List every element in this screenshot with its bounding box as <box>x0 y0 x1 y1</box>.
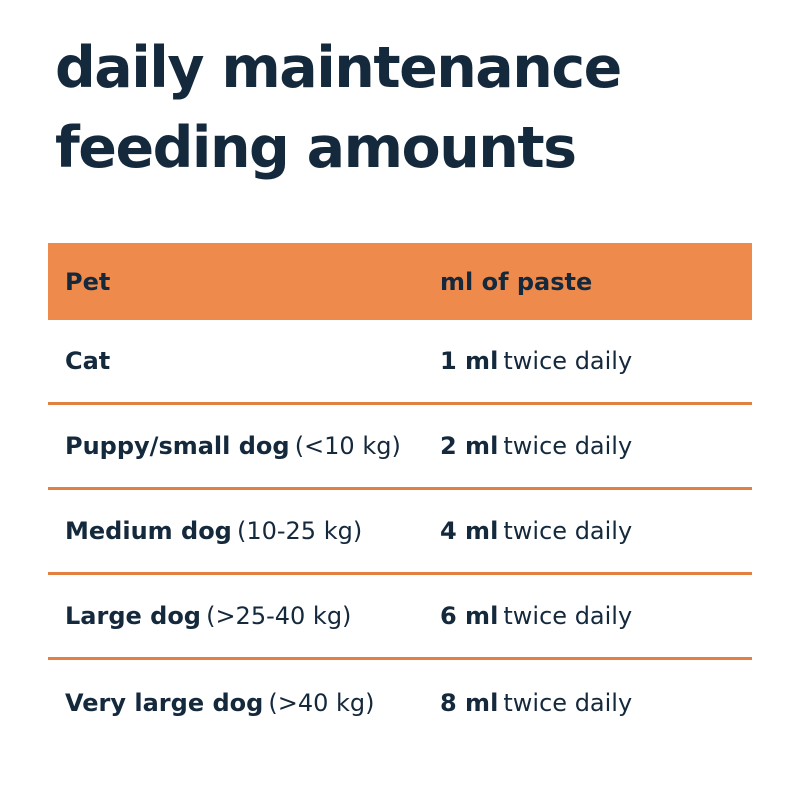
dose-amount: 4 ml <box>440 517 499 545</box>
dose-amount: 8 ml <box>440 688 499 717</box>
column-header-amount: ml of paste <box>440 267 593 296</box>
dose-frequency: twice daily <box>503 432 633 460</box>
title-line-1: daily maintenance <box>55 35 622 101</box>
table-row-very-large-dog: Very large dog (>40 kg) 8 ml twice daily <box>48 660 752 745</box>
pet-weight-range: (>25-40 kg) <box>206 602 352 630</box>
table-row-puppy-small-dog: Puppy/small dog (<10 kg) 2 ml twice dail… <box>48 405 752 490</box>
pet-weight-range: (>40 kg) <box>268 688 375 717</box>
dose-amount: 6 ml <box>440 602 499 630</box>
pet-weight-range: (<10 kg) <box>294 432 401 460</box>
pet-name: Very large dog <box>65 688 264 717</box>
amount-cell: 6 ml twice daily <box>440 602 752 630</box>
pet-weight-range: (10-25 kg) <box>236 517 363 545</box>
dose-frequency: twice daily <box>503 602 633 630</box>
pet-name: Large dog <box>65 602 201 630</box>
amount-cell: 2 ml twice daily <box>440 432 752 460</box>
pet-cell: Large dog (>25-40 kg) <box>48 602 440 630</box>
pet-cell: Very large dog (>40 kg) <box>48 689 440 717</box>
pet-cell: Cat <box>48 347 440 375</box>
pet-cell: Puppy/small dog (<10 kg) <box>48 432 440 460</box>
dose-amount: 2 ml <box>440 432 499 460</box>
amount-cell: 4 ml twice daily <box>440 517 752 545</box>
pet-cell: Medium dog (10-25 kg) <box>48 517 440 545</box>
column-header-pet: Pet <box>65 267 111 296</box>
pet-name: Cat <box>65 347 111 375</box>
table-row-cat: Cat 1 ml twice daily <box>48 320 752 405</box>
dose-frequency: twice daily <box>503 688 633 717</box>
pet-name: Medium dog <box>65 517 232 545</box>
pet-name: Puppy/small dog <box>65 432 290 460</box>
table-header-row: Pet ml of paste <box>48 243 752 320</box>
feeding-table: Pet ml of paste Cat 1 ml twice daily Pup… <box>48 243 752 745</box>
table-row-large-dog: Large dog (>25-40 kg) 6 ml twice daily <box>48 575 752 660</box>
table-row-medium-dog: Medium dog (10-25 kg) 4 ml twice daily <box>48 490 752 575</box>
title-line-2: feeding amounts <box>55 115 577 181</box>
dose-frequency: twice daily <box>503 517 633 545</box>
amount-cell: 8 ml twice daily <box>440 689 752 717</box>
dose-frequency: twice daily <box>503 347 633 375</box>
page-title: daily maintenance feeding amounts <box>55 28 622 188</box>
dose-amount: 1 ml <box>440 347 499 375</box>
amount-cell: 1 ml twice daily <box>440 347 752 375</box>
